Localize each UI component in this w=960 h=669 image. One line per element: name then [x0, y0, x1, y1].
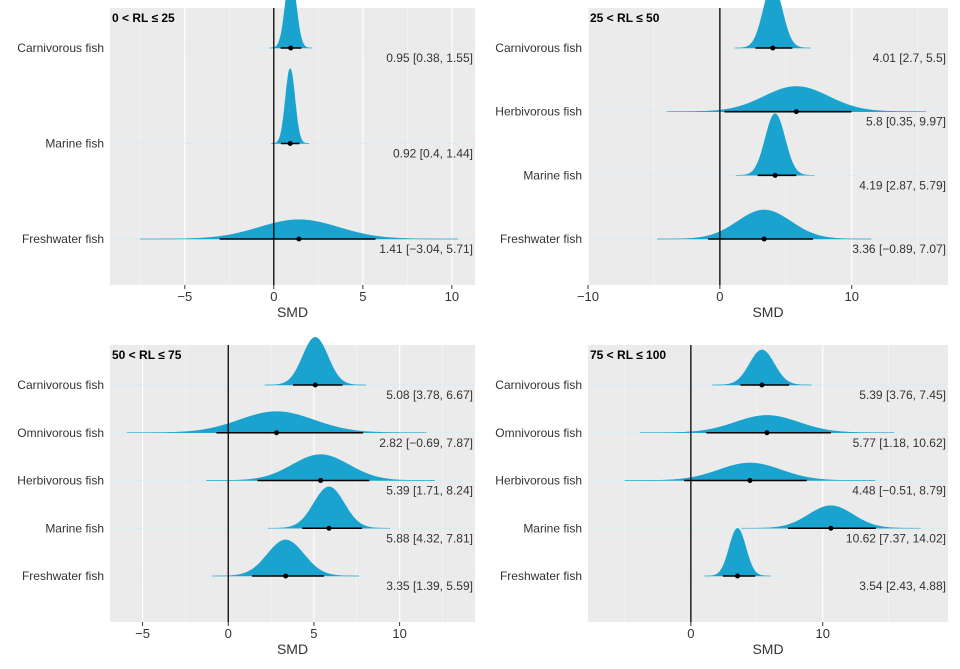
density [212, 539, 360, 577]
point-estimate [772, 172, 778, 178]
value-label: 3.35 [1.39, 5.59] [386, 579, 473, 593]
value-label: 4.19 [2.87, 5.79] [859, 178, 946, 192]
value-label: 5.8 [0.35, 9.97] [866, 115, 946, 129]
y-tick-label: Freshwater fish [500, 232, 582, 246]
x-tick-label: 10 [445, 289, 459, 304]
value-label: 1.41 [−3.04, 5.71] [379, 242, 473, 256]
value-label: 5.39 [3.76, 7.45] [859, 388, 946, 402]
value-label: 3.36 [−0.89, 7.07] [852, 242, 946, 256]
x-tick-label: 0 [687, 626, 694, 641]
y-tick-label: Carnivorous fish [495, 41, 582, 55]
y-tick-label: Marine fish [45, 521, 104, 535]
y-tick-label: Omnivorous fish [17, 426, 104, 440]
point-estimate [793, 109, 799, 115]
value-label: 5.39 [1.71, 8.24] [386, 484, 473, 498]
point-estimate [296, 236, 302, 242]
density [206, 454, 435, 481]
density [735, 0, 811, 49]
value-label: 4.48 [−0.51, 8.79] [852, 484, 946, 498]
point-estimate [761, 236, 767, 242]
density [268, 486, 390, 529]
x-tick-label: 10 [845, 289, 859, 304]
value-label: 5.88 [4.32, 7.81] [386, 531, 473, 545]
density [624, 462, 876, 481]
y-tick-label: Marine fish [523, 521, 582, 535]
x-tick-label: 0 [716, 289, 723, 304]
value-label: 5.77 [1.18, 10.62] [853, 436, 946, 450]
density [666, 86, 926, 112]
point-estimate [274, 430, 280, 436]
value-label: 10.62 [7.37, 14.02] [846, 531, 946, 545]
point-estimate [735, 573, 741, 579]
density [139, 219, 458, 240]
point-estimate [288, 45, 294, 51]
panel-title: 0 < RL ≤ 25 [112, 11, 175, 25]
density [639, 415, 894, 433]
point-estimate [747, 478, 753, 483]
y-tick-label: Herbivorous fish [17, 474, 104, 488]
point-estimate [326, 525, 332, 531]
point-estimate [318, 478, 324, 483]
point-estimate [764, 430, 770, 436]
value-label: 5.08 [3.78, 6.67] [386, 388, 473, 402]
point-estimate [759, 382, 765, 388]
y-tick-label: Carnivorous fish [495, 378, 582, 392]
y-tick-label: Carnivorous fish [17, 41, 104, 55]
x-tick-label: −5 [177, 289, 192, 304]
panel-title: 25 < RL ≤ 50 [590, 11, 660, 25]
panel-title: 50 < RL ≤ 75 [112, 348, 182, 362]
x-tick-label: 5 [310, 626, 317, 641]
y-tick-label: Carnivorous fish [17, 378, 104, 392]
x-tick-label: −10 [577, 289, 599, 304]
density [264, 337, 366, 386]
value-label: 3.54 [2.43, 4.88] [859, 579, 946, 593]
value-label: 0.95 [0.38, 1.55] [386, 51, 473, 65]
density [735, 113, 815, 176]
x-tick-label: 10 [392, 626, 406, 641]
density [712, 349, 812, 386]
y-tick-label: Herbivorous fish [495, 105, 582, 119]
density [126, 411, 427, 433]
value-label: 2.82 [−0.69, 7.87] [379, 436, 473, 450]
density [269, 0, 312, 49]
x-tick-label: −5 [135, 626, 150, 641]
x-tick-label: 5 [359, 289, 366, 304]
point-estimate [770, 45, 776, 51]
x-axis-label: SMD [752, 641, 783, 657]
y-tick-label: Omnivorous fish [495, 426, 582, 440]
panel-title: 75 < RL ≤ 100 [590, 348, 666, 362]
y-tick-label: Herbivorous fish [495, 474, 582, 488]
density [271, 68, 310, 144]
density [657, 209, 872, 240]
x-axis-label: SMD [752, 304, 783, 320]
value-label: 0.92 [0.4, 1.44] [393, 147, 473, 161]
y-tick-label: Freshwater fish [500, 569, 582, 583]
point-estimate [283, 573, 289, 579]
x-tick-label: 10 [815, 626, 829, 641]
y-tick-label: Marine fish [523, 168, 582, 182]
x-tick-label: 0 [225, 626, 232, 641]
value-label: 4.01 [2.7, 5.5] [873, 51, 946, 65]
y-tick-label: Freshwater fish [22, 232, 104, 246]
x-axis-label: SMD [277, 641, 308, 657]
point-estimate [828, 525, 834, 531]
y-tick-label: Freshwater fish [22, 569, 104, 583]
density [741, 505, 921, 529]
point-estimate [287, 141, 293, 146]
x-tick-label: 0 [270, 289, 277, 304]
y-tick-label: Marine fish [45, 137, 104, 151]
x-axis-label: SMD [277, 304, 308, 320]
density [704, 528, 771, 577]
point-estimate [312, 382, 318, 388]
